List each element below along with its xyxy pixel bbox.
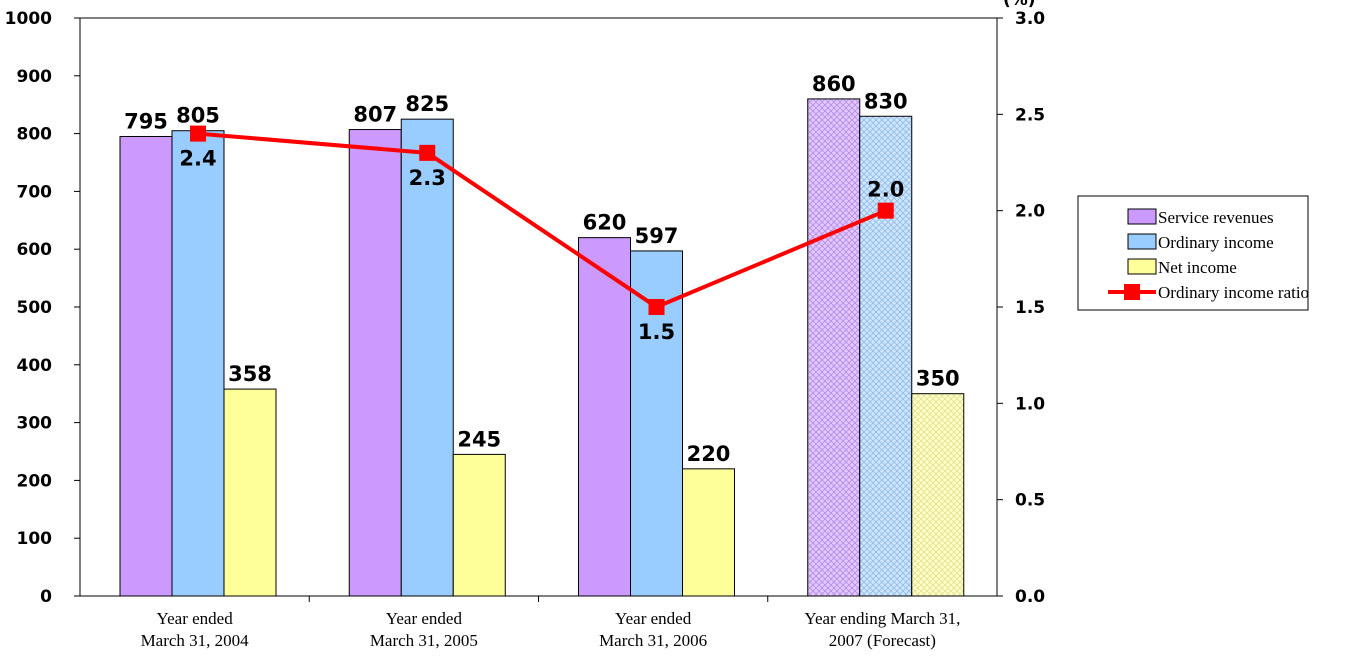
net-income-label: 350 (916, 367, 960, 391)
net-income-bar (682, 468, 735, 597)
ordinary-income-bar (400, 118, 454, 597)
right-axis-tick-label: 1.0 (1015, 394, 1045, 414)
ordinary-income-label: 825 (405, 92, 449, 116)
net-income-bar (452, 453, 506, 597)
left-axis: 0 100 200 300 400 500 600 700 800 900 1000 (5, 9, 80, 607)
service-revenues-bar (807, 98, 861, 597)
ordinary-income-ratio-label: 1.5 (638, 320, 675, 344)
legend-swatch (1127, 233, 1157, 250)
service-revenues-label: 807 (353, 103, 397, 127)
category-label: March 31, 2004 (141, 631, 250, 650)
service-revenues-bar (348, 129, 402, 597)
ordinary-income-bar (859, 115, 913, 597)
ordinary-income-label: 597 (635, 224, 679, 248)
category-label: Year ended (386, 609, 463, 628)
legend-swatch (1127, 258, 1157, 275)
legend-entry-label: Ordinary income (1158, 233, 1274, 252)
left-axis-tick-label: 600 (17, 240, 53, 260)
left-axis-tick-label: 0 (40, 587, 52, 607)
ordinary-income-label: 805 (176, 104, 220, 128)
ordinary-income-ratio-label: 2.4 (179, 147, 216, 171)
service-revenues-bar (578, 237, 631, 597)
ordinary-income-ratio-marker (190, 125, 206, 142)
right-axis-tick-label: 2.5 (1015, 105, 1045, 125)
left-axis-tick-label: 400 (17, 356, 53, 376)
legend-entry-label: Net income (1158, 258, 1237, 277)
right-axis-unit-label: (%) (1003, 0, 1036, 10)
service-revenues-bar (119, 135, 173, 597)
legend-entry-label: Ordinary income ratio (1158, 283, 1309, 302)
net-income-label: 358 (228, 362, 272, 386)
ordinary-income-ratio-label: 2.3 (409, 166, 446, 190)
left-axis-tick-label: 500 (17, 298, 53, 318)
net-income-label: 220 (687, 442, 731, 466)
left-axis-tick-label: 900 (17, 67, 53, 87)
service-revenues-label: 860 (812, 72, 856, 96)
category-label: Year ending March 31, (804, 609, 960, 628)
ordinary-income-ratio-marker (877, 202, 894, 219)
net-income-bar (911, 393, 965, 597)
category-label: March 31, 2005 (370, 631, 478, 650)
category-label: March 31, 2006 (599, 631, 707, 650)
ratio-line-layer: 2.4 2.3 1.5 2.0 (179, 125, 904, 344)
service-revenues-label: 620 (583, 211, 627, 235)
right-axis-tick-label: 1.5 (1015, 298, 1045, 318)
category-labels: Year ended March 31, 2004 Year ended March … (141, 609, 961, 650)
ordinary-income-ratio-marker (648, 299, 665, 315)
right-axis-tick-label: 0.0 (1015, 587, 1045, 607)
service-revenues-label: 795 (124, 109, 168, 133)
ordinary-income-ratio-marker (419, 144, 436, 161)
bar-labels-layer: 795 805 358 807 825 245 620 597 220 860 830 350 (124, 72, 960, 466)
ordinary-income-label: 830 (864, 89, 908, 113)
left-axis-tick-label: 300 (17, 414, 53, 434)
left-axis-tick-label: 700 (17, 182, 53, 202)
left-axis-tick-label: 100 (17, 529, 53, 549)
category-label: 2007 (Forecast) (829, 631, 936, 650)
category-label: Year ended (157, 609, 234, 628)
right-axis-tick-label: 2.0 (1015, 202, 1045, 222)
legend-marker-swatch (1124, 284, 1140, 300)
left-axis-tick-label: 1000 (5, 9, 52, 29)
legend-swatch (1127, 208, 1157, 225)
right-axis-tick-label: 0.5 (1015, 491, 1045, 511)
net-income-bar (223, 388, 277, 597)
category-label: Year ended (615, 609, 692, 628)
net-income-label: 245 (457, 427, 501, 451)
legend-entry-label: Service revenues (1158, 208, 1274, 227)
ordinary-income-ratio-line (197, 131, 887, 310)
right-axis-tick-label: 3.0 (1015, 9, 1045, 29)
legend: Service revenues Ordinary income Net incom… (1077, 195, 1309, 311)
left-axis-tick-label: 200 (17, 471, 53, 491)
left-axis-tick-label: 800 (17, 125, 53, 145)
right-axis: 0.0 0.5 1.0 1.5 2.0 2.5 3.0 (997, 9, 1045, 607)
ordinary-income-bar (171, 130, 225, 597)
ordinary-income-ratio-label: 2.0 (867, 178, 904, 202)
